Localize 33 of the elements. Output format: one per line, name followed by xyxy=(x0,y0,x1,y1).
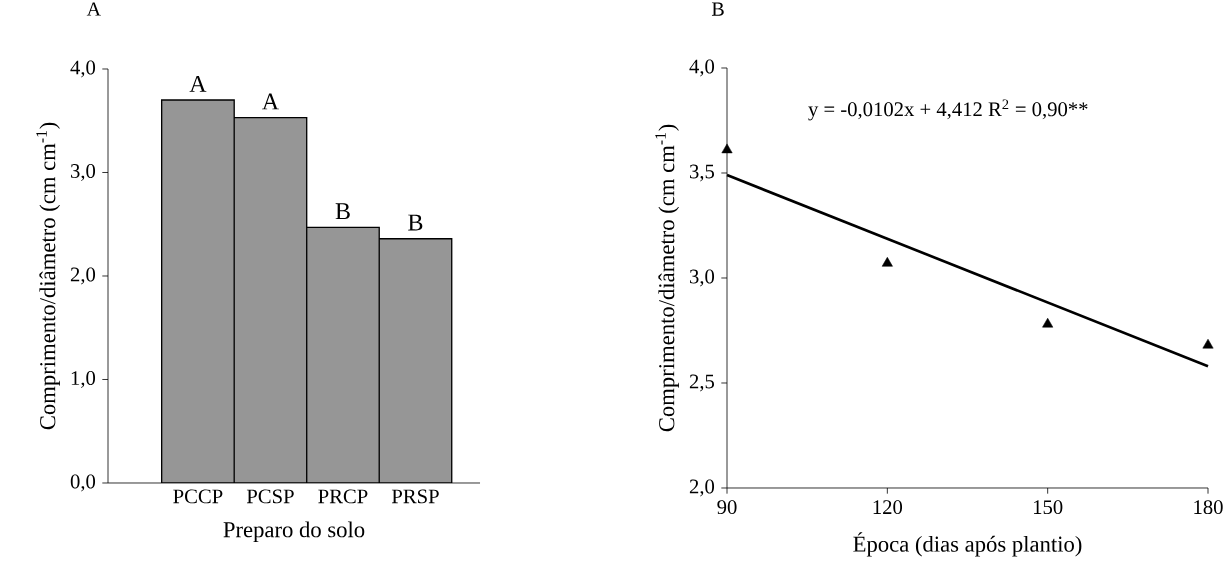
y-tick-label: 2,0 xyxy=(70,267,96,285)
point xyxy=(721,143,733,154)
x-axis-title: Preparo do solo xyxy=(223,521,365,542)
x-tick-label: PRCP xyxy=(318,489,368,504)
y-axis-title: Comprimento/diâmetro (cm cm$^{-1}$) xyxy=(655,124,679,432)
y-axis-title: Comprimento/diâmetro (cm cm$^{-1}$) xyxy=(36,122,60,430)
x-tick-label: PCCP xyxy=(173,489,223,504)
x-tick-label: PRSP xyxy=(391,489,439,504)
y-tick-label: 4,0 xyxy=(70,60,96,78)
point xyxy=(881,257,893,267)
y-tick-label: 1,0 xyxy=(71,371,96,388)
data-label: B xyxy=(335,203,350,220)
point xyxy=(1042,317,1054,328)
x-tick-label: 180 xyxy=(1194,500,1223,515)
chart-title: A xyxy=(86,2,101,16)
annotation: y = -0,0102x + 4,412 R$^{2}$ = 0,90** xyxy=(808,99,1088,121)
x-tick-label: 150 xyxy=(1033,500,1063,515)
x-axis-title: Época (dias após plantio) xyxy=(853,532,1082,557)
point xyxy=(1202,338,1214,349)
y-tick-label: 3,5 xyxy=(689,164,715,182)
x-tick-label: PCSP xyxy=(246,489,294,504)
y-tick-label: 2,0 xyxy=(689,479,715,497)
y-tick-label: 3,0 xyxy=(70,164,96,181)
y-tick-label: 3,0 xyxy=(689,269,715,287)
chart-title: B xyxy=(711,2,724,16)
x-tick-label: 90 xyxy=(717,500,737,515)
y-tick-label: 2,5 xyxy=(689,374,715,392)
y-tick-label: 4,0 xyxy=(689,59,715,77)
y-tick-label: 0,0 xyxy=(70,474,96,492)
data-label: A xyxy=(262,93,279,110)
x-tick-label: 120 xyxy=(873,500,903,515)
data-label: B xyxy=(408,214,423,231)
data-label: A xyxy=(189,75,207,92)
